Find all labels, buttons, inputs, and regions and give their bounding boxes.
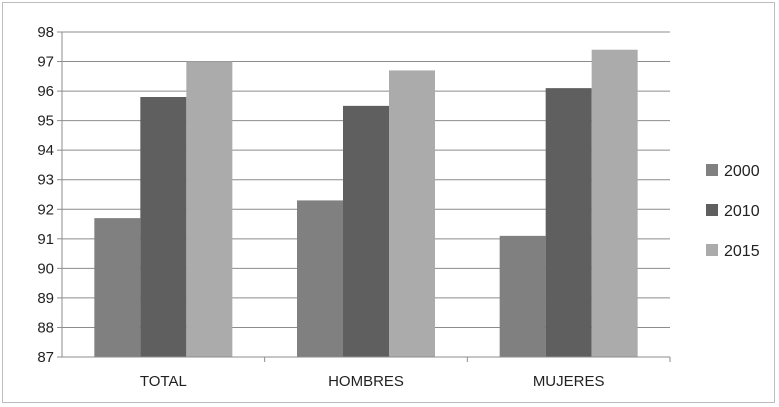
bar-2015-mujeres [591,49,638,358]
y-tick-label: 92 [37,201,54,218]
legend-label-2000: 2000 [724,163,760,180]
y-tick-label: 97 [37,54,54,71]
axes [61,32,671,362]
bar-2000-hombres [297,200,343,357]
bar-2010-hombres [343,105,389,357]
bar-2010-total [140,97,187,357]
y-tick-label: 91 [37,231,54,248]
y-tick-label: 96 [37,83,54,100]
y-tick-label: 88 [37,319,54,336]
bars [94,49,638,358]
y-tick-label: 87 [37,349,54,366]
x-axis-categories: TOTAL HOMBRES MUJERES [140,373,605,390]
y-tick-label: 94 [37,142,54,159]
legend-label-2015: 2015 [724,243,760,260]
x-category-label: MUJERES [533,373,605,390]
legend-swatch-2015 [706,244,718,256]
legend-label-2010: 2010 [724,203,760,220]
bar-2000-total [94,218,141,357]
x-category-label: HOMBRES [328,373,404,390]
y-tick-label: 89 [37,290,54,307]
y-tick-label: 98 [37,24,54,41]
legend-swatch-2000 [706,164,718,176]
bar-2015-hombres [389,70,435,357]
bar-2010-mujeres [545,88,592,358]
y-tick-label: 90 [37,260,54,277]
y-tick-label: 93 [37,172,54,189]
y-axis-ticks: 87 88 89 90 91 92 93 94 95 96 97 98 [37,24,62,366]
y-tick-label: 95 [37,113,54,130]
x-category-label: TOTAL [140,373,187,390]
legend: 2000 2010 2015 [706,163,760,260]
legend-swatch-2010 [706,204,718,216]
bar-2015-total [186,61,233,357]
bar-2000-mujeres [499,235,546,357]
